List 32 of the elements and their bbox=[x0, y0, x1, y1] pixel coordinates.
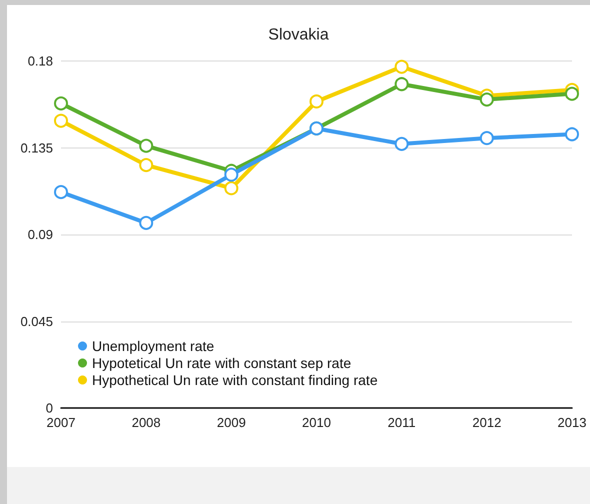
x-tick-label: 2008 bbox=[132, 415, 161, 430]
point bbox=[54, 185, 68, 200]
y-tick-label: 0.135 bbox=[20, 140, 53, 156]
point bbox=[139, 158, 154, 172]
point bbox=[394, 60, 409, 74]
x-tick-label: 2010 bbox=[302, 415, 331, 430]
point bbox=[310, 94, 324, 108]
legend-label: Hypothetical Un rate with constant finding rate bbox=[92, 372, 378, 388]
legend-label: Hypotetical Un rate with constant sep rate bbox=[92, 355, 352, 371]
point bbox=[224, 168, 238, 182]
y-tick-label: 0.09 bbox=[28, 227, 53, 242]
y-tick-label: 0 bbox=[46, 400, 53, 416]
point bbox=[480, 92, 494, 107]
point bbox=[224, 181, 238, 196]
point bbox=[139, 216, 154, 230]
point bbox=[139, 138, 154, 153]
y-tick-label: 0.18 bbox=[28, 54, 53, 68]
legend-label: Unemployment rate bbox=[92, 338, 214, 354]
x-tick-label: 2013 bbox=[558, 415, 586, 430]
x-tick-label: 2011 bbox=[388, 415, 416, 430]
y-tick-label: 0.045 bbox=[20, 314, 53, 329]
point bbox=[54, 114, 68, 128]
point bbox=[54, 96, 68, 110]
point bbox=[394, 77, 409, 92]
x-tick-label: 2012 bbox=[472, 415, 502, 430]
point bbox=[565, 86, 579, 101]
chart-title: Slovakia bbox=[268, 26, 329, 44]
x-tick-label: 2007 bbox=[46, 415, 76, 430]
point bbox=[565, 127, 579, 142]
point bbox=[394, 136, 409, 151]
x-tick-label: 2009 bbox=[216, 415, 246, 430]
point bbox=[480, 131, 494, 146]
